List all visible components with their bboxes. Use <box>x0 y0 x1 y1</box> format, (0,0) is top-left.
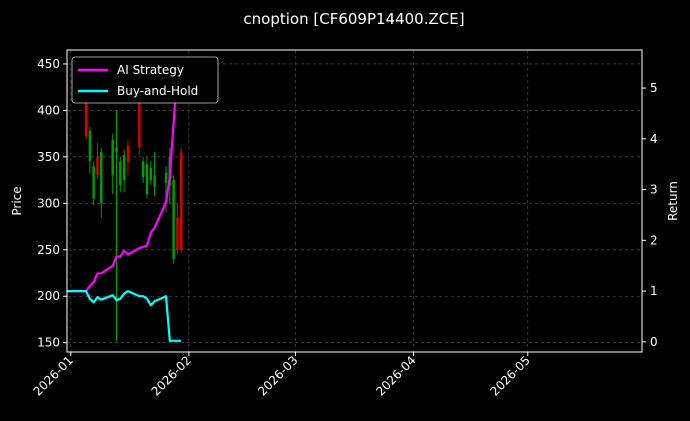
candlestick <box>88 127 92 174</box>
legend-label-ai-strategy: AI Strategy <box>117 63 184 77</box>
legend-box <box>71 56 219 104</box>
candle-body <box>115 147 118 153</box>
candle-body <box>119 161 122 185</box>
plot-frame <box>66 49 643 353</box>
axes <box>66 49 643 353</box>
y-tick-label: 250 <box>37 243 60 257</box>
candlestick <box>172 175 175 264</box>
candlestick <box>92 161 95 206</box>
y2-tick-label: 2 <box>650 233 658 247</box>
candlestick <box>176 203 179 255</box>
chart-title: cnoption [CF609P14400.ZCE] <box>243 10 464 28</box>
y-tick-label: 350 <box>37 150 60 164</box>
candlestick <box>126 140 130 176</box>
candle-body <box>138 101 141 148</box>
candle-body <box>88 130 92 162</box>
y2-tick-label: 1 <box>650 284 658 298</box>
y2-tick-label: 3 <box>650 183 658 197</box>
series-line-ai-strategy <box>67 67 179 293</box>
candle-body <box>153 175 156 187</box>
candlestick <box>141 156 145 183</box>
candle-body <box>84 101 88 137</box>
candlestick <box>96 142 99 180</box>
candlestick <box>119 156 122 193</box>
y-axis-label: Price <box>10 186 24 215</box>
y-tick-label: 150 <box>37 336 60 350</box>
candle-body <box>141 161 145 178</box>
candlestick <box>145 156 149 199</box>
y2-tick-label: 4 <box>650 132 658 146</box>
candlestick <box>115 110 118 341</box>
candle-body <box>180 152 183 250</box>
legend: AI Strategy Buy-and-Hold <box>71 56 219 104</box>
candle-body <box>172 180 175 260</box>
candle-body <box>96 156 99 176</box>
series-line-buy-and-hold <box>67 290 182 342</box>
legend-label-buy-and-hold: Buy-and-Hold <box>117 84 198 98</box>
y-tick-label: 200 <box>37 289 60 303</box>
y-tick-label: 400 <box>37 103 60 117</box>
candle-body <box>145 164 149 195</box>
candle-body <box>126 145 130 162</box>
candlestick <box>149 161 152 185</box>
candle-body <box>100 152 103 204</box>
candle-body <box>149 168 152 181</box>
y-tick-label: 450 <box>37 57 60 71</box>
candle-body <box>164 172 168 183</box>
y-tick-label: 300 <box>37 196 60 210</box>
y2-axis-label: Return <box>666 181 680 221</box>
return-lines <box>67 67 182 342</box>
candlestick <box>180 147 183 253</box>
candle-body <box>92 166 95 199</box>
candlestick <box>153 152 156 196</box>
candle-body <box>176 217 179 250</box>
candlestick <box>111 133 114 195</box>
candlestick <box>100 147 103 219</box>
candlestick <box>122 149 126 193</box>
candle-body <box>111 140 114 176</box>
y2-tick-label: 5 <box>650 81 658 95</box>
y2-tick-label: 0 <box>650 335 658 349</box>
candle-body <box>122 155 126 181</box>
